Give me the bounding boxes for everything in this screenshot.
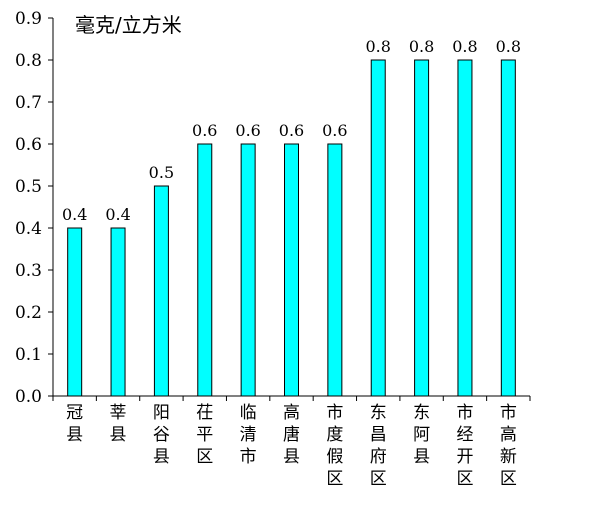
bar	[500, 59, 516, 397]
y-tick-label: 0.9	[15, 9, 42, 29]
category-label: 莘县	[110, 403, 127, 445]
bar	[457, 59, 473, 397]
y-tick-label: 0.5	[15, 177, 42, 197]
bar-value-label: 0.4	[105, 205, 130, 224]
bar-value-label: 0.6	[192, 121, 217, 140]
unit-label: 毫克/立方米	[75, 13, 182, 37]
chart-bars	[67, 59, 516, 397]
chart-axes	[48, 17, 531, 401]
y-tick-label: 0.7	[15, 93, 42, 113]
category-label: 茌平区	[196, 403, 213, 467]
bar-value-label: 0.8	[496, 37, 521, 56]
category-label: 东阿县	[413, 403, 430, 467]
bar	[197, 143, 213, 397]
bar-value-label: 0.8	[366, 37, 391, 56]
category-label: 冠县	[66, 403, 83, 445]
y-tick-label: 0.4	[15, 219, 42, 239]
y-tick-label: 0.8	[15, 51, 42, 71]
bar-value-label: 0.8	[452, 37, 477, 56]
bar	[110, 227, 126, 397]
bar-value-label: 0.4	[62, 205, 87, 224]
bar	[370, 59, 386, 397]
y-tick-label: 0.2	[15, 303, 42, 323]
bar	[240, 143, 256, 397]
bar-value-label: 0.6	[279, 121, 304, 140]
category-label: 市高新区	[500, 403, 517, 489]
category-label: 东昌府区	[370, 403, 387, 489]
bar-value-label: 0.6	[322, 121, 347, 140]
bar-value-label: 0.5	[149, 163, 174, 182]
category-label: 阳谷县	[153, 403, 170, 467]
bar	[153, 185, 169, 397]
bar-value-label: 0.6	[235, 121, 260, 140]
bar	[414, 59, 430, 397]
y-tick-label: 0.1	[15, 345, 42, 365]
category-label: 市度假区	[326, 403, 343, 489]
bar-value-label: 0.8	[409, 37, 434, 56]
category-label: 高唐县	[283, 403, 300, 467]
chart-labels: 0.0 0.1 0.2 0.3 0.4 0.5 0.6 0.7 0.8 0.9 0.4 冠县 0.4 莘县…	[15, 9, 521, 489]
bar	[327, 143, 343, 397]
category-label: 市经开区	[456, 403, 473, 489]
bar	[284, 143, 299, 397]
y-tick-label: 0.6	[15, 135, 42, 155]
y-tick-label: 0.3	[15, 261, 42, 281]
bar	[67, 227, 83, 397]
y-tick-label: 0.0	[15, 387, 42, 407]
category-label: 临清市	[240, 403, 257, 467]
